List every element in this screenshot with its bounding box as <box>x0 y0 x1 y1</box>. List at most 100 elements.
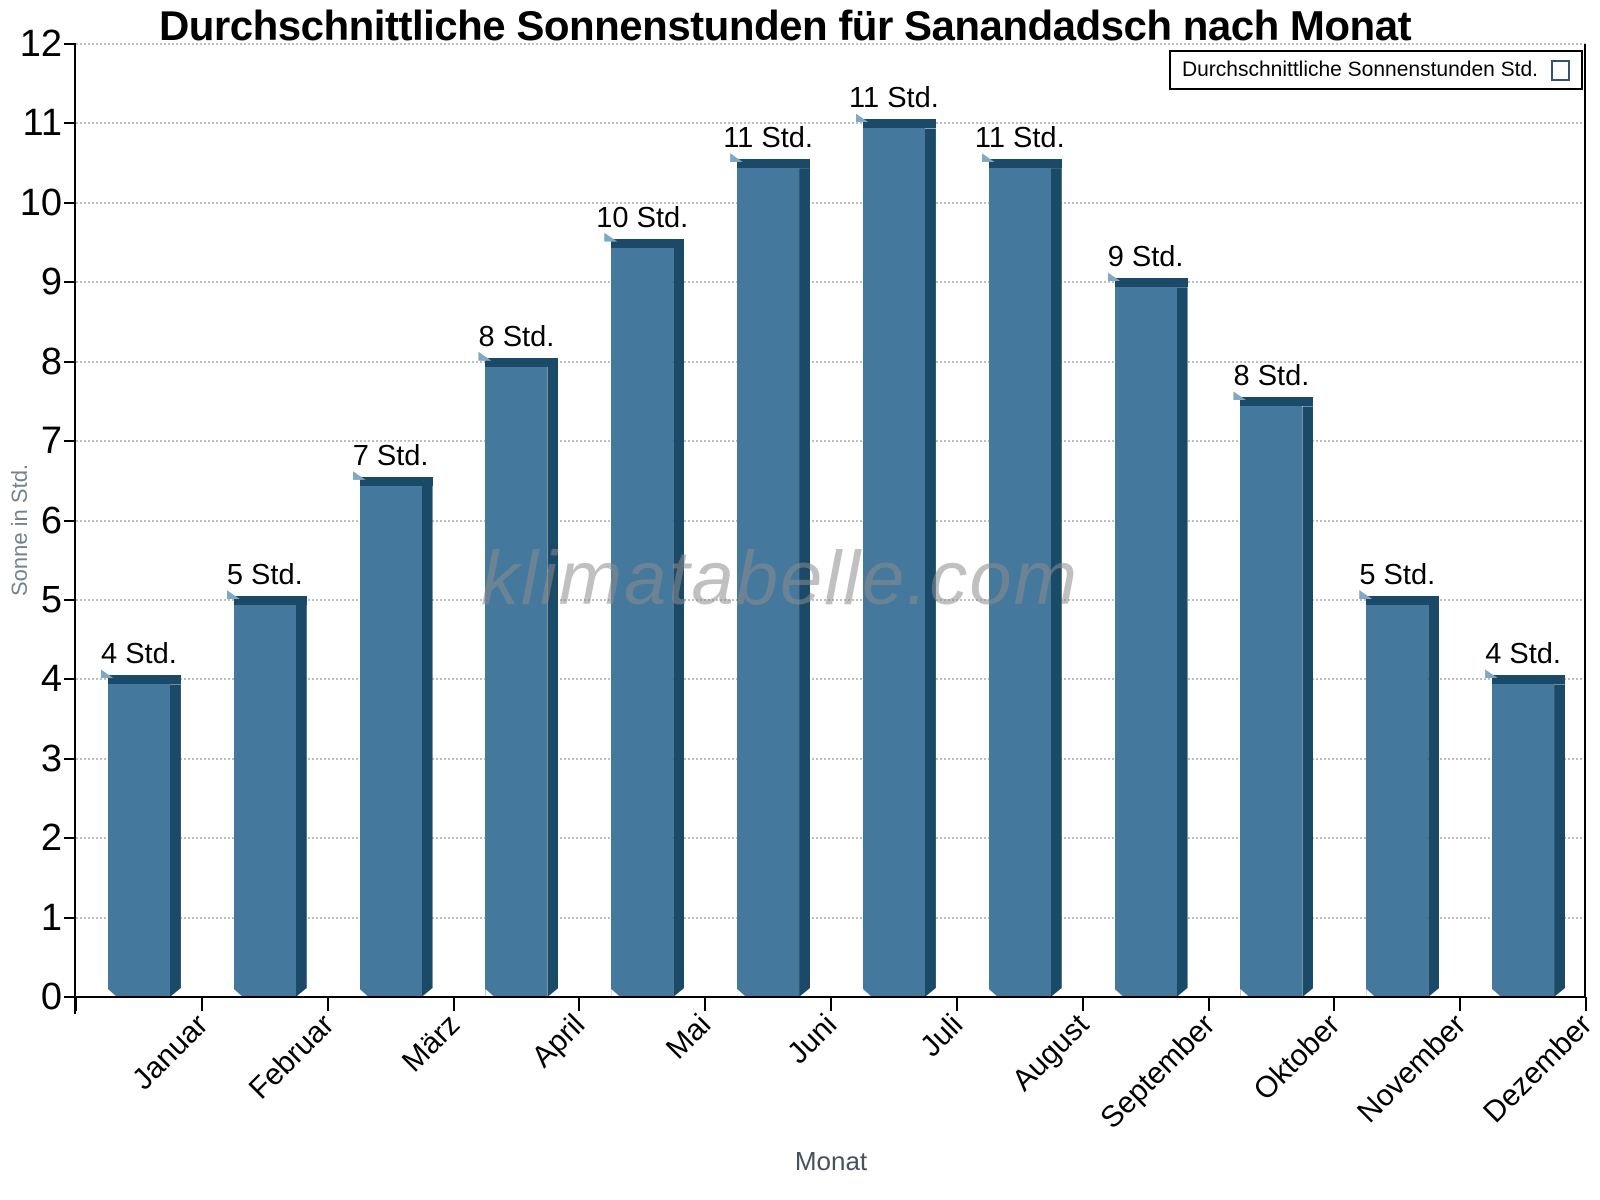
bar-side-bevel <box>547 367 558 997</box>
bar-highlight-bevel <box>1233 391 1247 401</box>
bar-bottom-notch <box>862 989 872 997</box>
y-axis-title: Sonne in Std. <box>7 463 32 597</box>
watermark: klimatabelle.com <box>481 536 1079 621</box>
bar-side-bevel <box>799 168 810 997</box>
gridline <box>76 519 1586 522</box>
bar-top-bevel <box>1492 675 1566 685</box>
x-axis-tick <box>704 997 707 1011</box>
bar <box>862 119 925 997</box>
bar-value-label: 10 Std. <box>596 201 689 234</box>
gridline <box>76 678 1586 681</box>
bar <box>737 159 800 997</box>
y-axis-tick <box>64 43 76 45</box>
legend-swatch-icon <box>1551 59 1570 81</box>
gridline <box>76 440 1586 443</box>
bar-highlight-bevel <box>352 470 366 480</box>
bar-top-bevel <box>485 357 559 367</box>
x-axis-line <box>74 996 1586 998</box>
y-tick-label: 2 <box>40 817 62 860</box>
y-tick-label: 11 <box>22 102 62 145</box>
y-tick-label: 3 <box>40 737 62 780</box>
legend-label: Durchschnittliche Sonnenstunden Std. <box>1181 58 1538 81</box>
bar-bottom-notch <box>1492 989 1502 997</box>
bar <box>107 675 170 997</box>
bar <box>233 595 296 997</box>
bar-value-label: 11 Std. <box>849 82 939 115</box>
bar-value-label: 9 Std. <box>1107 241 1184 274</box>
y-axis-tick <box>64 201 76 204</box>
y-axis-tick <box>64 281 76 284</box>
legend: Durchschnittliche Sonnenstunden Std. <box>1168 50 1583 90</box>
bar-top-bevel <box>737 159 811 169</box>
bar-top-bevel <box>1114 278 1188 288</box>
gridline <box>76 201 1586 204</box>
y-axis-tick <box>64 360 76 363</box>
y-tick-label: 6 <box>40 499 62 542</box>
bar-top-bevel <box>1240 397 1314 407</box>
right-border-line <box>1584 44 1586 997</box>
y-tick-label: 8 <box>40 340 62 383</box>
bar <box>1492 675 1555 997</box>
bar-side-bevel <box>925 128 936 997</box>
x-axis-tick <box>830 997 832 1011</box>
bar-side-bevel <box>1051 168 1062 997</box>
bar-value-label: 8 Std. <box>478 320 555 353</box>
x-axis-tick <box>326 997 329 1011</box>
bar <box>1366 595 1429 997</box>
bar <box>1240 397 1303 997</box>
gridline <box>76 757 1586 760</box>
bar <box>988 159 1051 997</box>
y-tick-label: 12 <box>19 23 62 65</box>
bar-value-label: 4 Std. <box>1485 638 1561 671</box>
bar-value-label: 11 Std. <box>723 122 813 155</box>
bar-highlight-bevel <box>478 351 492 361</box>
bar-bottom-notch <box>1114 989 1124 997</box>
bar-value-label: 4 Std. <box>101 638 177 671</box>
bar-highlight-bevel <box>226 589 240 599</box>
bar-highlight-bevel <box>1107 272 1121 282</box>
bar-bottom-notch <box>107 989 117 997</box>
bar-side-bevel <box>296 605 307 997</box>
y-tick-label: 7 <box>40 420 62 463</box>
bar-bottom-notch <box>988 989 998 997</box>
bar-side-bevel <box>1554 684 1565 997</box>
bar <box>611 238 674 997</box>
x-axis-tick <box>955 997 958 1011</box>
bar-highlight-bevel <box>100 669 114 679</box>
y-tick-label: 0 <box>40 976 62 1018</box>
bar-side-bevel <box>1177 287 1188 997</box>
bar <box>1114 278 1177 997</box>
x-axis-tick <box>75 997 77 1011</box>
y-axis-tick <box>64 519 76 522</box>
bar-top-bevel <box>233 595 307 605</box>
bar-side-bevel <box>422 486 433 997</box>
bar-highlight-bevel <box>981 153 995 163</box>
bar-top-bevel <box>988 159 1062 169</box>
bar-top-bevel <box>862 119 936 129</box>
y-axis-tick <box>64 678 76 681</box>
bar-side-bevel <box>673 248 684 997</box>
gridline <box>76 43 1586 45</box>
gridline <box>76 360 1586 363</box>
y-tick-label: 9 <box>40 261 62 304</box>
bar-value-label: 5 Std. <box>1359 558 1436 591</box>
bar-side-bevel <box>1302 406 1313 997</box>
chart-title: Durchschnittliche Sonnenstunden für Sana… <box>158 2 1412 49</box>
x-axis-tick <box>200 997 203 1011</box>
x-axis-tick <box>1207 997 1210 1011</box>
bar-side-bevel <box>1428 605 1439 997</box>
y-axis-tick <box>64 916 76 919</box>
bar-top-bevel <box>1366 595 1440 605</box>
x-axis-tick <box>1459 997 1462 1011</box>
x-axis-tick <box>1081 997 1084 1011</box>
bar-top-bevel <box>611 238 685 248</box>
bar <box>359 476 422 997</box>
x-axis-tick <box>1585 997 1587 1011</box>
bar-bottom-notch <box>359 989 369 997</box>
y-tick-label: 1 <box>40 896 62 939</box>
y-tick-label: 10 <box>19 181 62 224</box>
bar-bottom-notch <box>1366 989 1376 997</box>
bar-highlight-bevel <box>1359 589 1373 599</box>
